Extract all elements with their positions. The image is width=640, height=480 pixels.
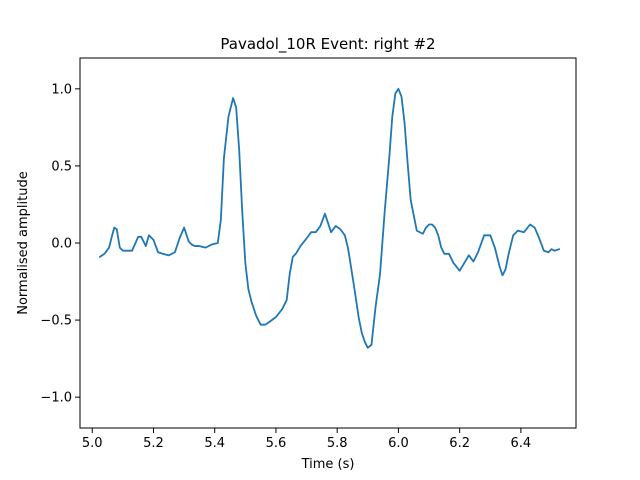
y-axis-title: Normalised amplitude <box>16 171 31 315</box>
x-tick-label: 6.0 <box>388 436 409 451</box>
y-tick-label: 0.5 <box>51 159 72 174</box>
y-tick-label: 0.0 <box>51 237 72 252</box>
x-tick-label: 5.0 <box>82 436 103 451</box>
x-axis-ticks: 5.0 5.2 5.4 5.6 5.8 6.0 6.2 6.4 <box>82 428 531 451</box>
x-tick-label: 5.2 <box>143 436 164 451</box>
series-line <box>99 87 561 349</box>
x-tick-label: 6.2 <box>449 436 470 451</box>
plot-area-frame <box>79 57 577 429</box>
y-tick-label: −0.5 <box>40 314 72 329</box>
y-axis-ticks: −1.0 −0.5 0.0 0.5 1.0 <box>40 82 80 406</box>
x-tick-label: 6.4 <box>511 436 532 451</box>
chart-title: Pavadol_10R Event: right #2 <box>220 35 435 54</box>
y-tick-label: −1.0 <box>40 391 72 406</box>
x-tick-label: 5.4 <box>204 436 225 451</box>
x-axis-title: Time (s) <box>301 457 355 472</box>
y-tick-label: 1.0 <box>51 82 72 97</box>
x-tick-label: 5.6 <box>266 436 287 451</box>
x-tick-label: 5.8 <box>327 436 348 451</box>
